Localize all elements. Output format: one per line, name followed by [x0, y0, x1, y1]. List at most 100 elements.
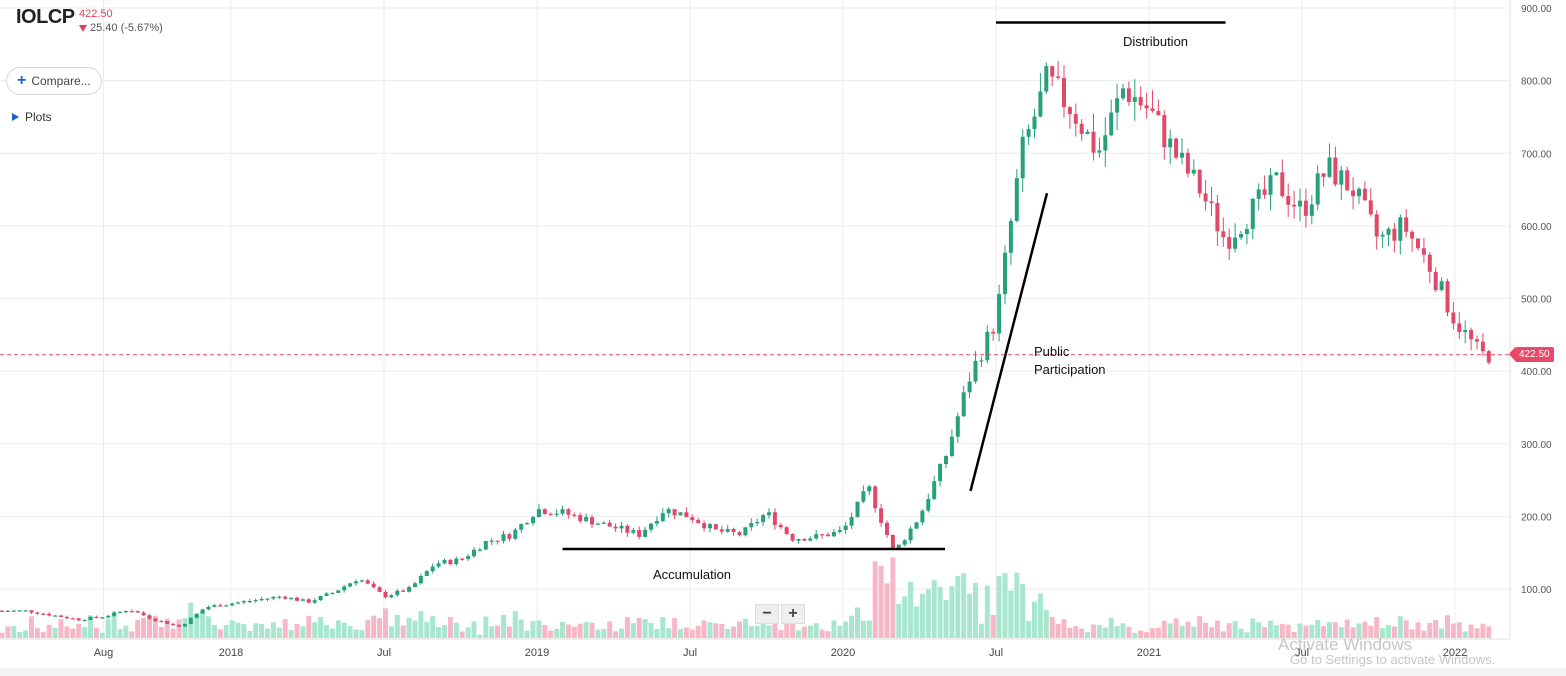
candle-body — [1321, 173, 1326, 177]
volume-bar — [1297, 623, 1303, 638]
volume-bar — [247, 630, 253, 638]
watermark-subtitle: Go to Settings to activate Windows. — [1290, 652, 1496, 667]
candle-body — [1439, 281, 1444, 291]
volume-bar — [46, 624, 52, 638]
volume-bar — [1049, 616, 1055, 638]
zoom-in-button[interactable]: + — [781, 604, 805, 624]
candle-body — [855, 501, 860, 518]
candle-body — [926, 499, 931, 511]
candle-body — [477, 549, 482, 551]
volume-bar — [282, 618, 288, 638]
volume-bar — [1291, 631, 1297, 638]
volume-bar — [542, 624, 548, 638]
candle-body — [64, 616, 69, 619]
candle-body — [761, 515, 766, 522]
plots-toggle[interactable]: Plots — [12, 110, 52, 124]
candle-body — [1132, 97, 1137, 102]
volume-bar — [1197, 616, 1203, 638]
volume-bar — [1303, 625, 1309, 638]
x-tick-label: 2021 — [1137, 647, 1161, 659]
candle-body — [1174, 138, 1179, 158]
candle-body — [619, 525, 624, 529]
volume-bar — [324, 625, 329, 638]
candle-body — [737, 532, 742, 536]
y-tick-label: 700.00 — [1521, 149, 1552, 160]
plus-icon: + — [17, 72, 27, 89]
candle-body — [914, 522, 919, 529]
volume-bar — [849, 615, 855, 638]
compare-button[interactable]: + Compare... — [6, 67, 102, 95]
candle-body — [106, 615, 111, 618]
volume-bar — [111, 612, 117, 638]
volume-bar — [141, 617, 147, 638]
candle-body — [1303, 200, 1308, 216]
candle-body — [59, 615, 63, 617]
candle-body — [407, 587, 412, 592]
candle-body — [1298, 200, 1302, 207]
volume-bar — [837, 625, 843, 638]
volume-bar — [548, 630, 554, 638]
volume-bar — [164, 618, 170, 638]
x-tick-label: 2022 — [1443, 647, 1467, 659]
volume-bar — [383, 608, 388, 638]
volume-bar — [200, 610, 206, 638]
candle-body — [377, 587, 382, 592]
candle-body — [1274, 172, 1279, 176]
candle-body — [11, 610, 16, 612]
candle-body — [613, 526, 618, 529]
candle-body — [359, 580, 364, 582]
candle-body — [35, 612, 40, 614]
volume-bar — [506, 626, 512, 638]
candle-body — [1115, 98, 1120, 113]
candle-body — [1020, 136, 1025, 179]
candle-body — [584, 517, 589, 522]
candle-body — [123, 611, 128, 613]
candle-body — [241, 601, 246, 603]
volume-bar — [430, 616, 436, 638]
volume-bar — [276, 627, 282, 638]
volume-bar — [29, 616, 34, 638]
volume-bar — [58, 619, 64, 638]
volume-bar — [1226, 623, 1232, 638]
volume-bar — [52, 627, 58, 638]
candle-body — [336, 590, 341, 593]
volume-bar — [967, 593, 973, 638]
candle-body — [808, 538, 813, 541]
volume-bar — [135, 619, 141, 638]
volume-bar — [719, 623, 725, 638]
candle-body — [1221, 231, 1226, 238]
y-tick-label: 600.00 — [1521, 222, 1552, 233]
volume-bar — [630, 623, 636, 638]
candle-body — [418, 575, 423, 584]
candle-body — [430, 566, 435, 572]
candle-body — [389, 595, 394, 598]
candle-body — [831, 531, 836, 537]
candle-body — [436, 563, 441, 567]
volume-bar — [619, 628, 624, 638]
candle-body — [495, 540, 500, 542]
candle-body — [41, 613, 46, 615]
candle-body — [236, 602, 240, 604]
candle-body — [141, 612, 146, 616]
candle-body — [1103, 135, 1108, 151]
volume-bar — [253, 623, 259, 638]
candle-body — [289, 597, 294, 599]
volume-bar — [554, 628, 560, 638]
annotation-public-line2: Participation — [1034, 362, 1106, 377]
candle-body — [253, 600, 258, 602]
y-tick-label: 200.00 — [1521, 512, 1552, 523]
candle-body — [1410, 231, 1415, 239]
volume-bar — [217, 629, 223, 638]
volume-bar — [731, 626, 737, 638]
volume-bar — [1108, 617, 1114, 638]
candle-body — [684, 512, 689, 518]
candle-body — [466, 556, 471, 559]
volume-bar — [412, 620, 418, 638]
zoom-out-button[interactable]: − — [755, 604, 779, 624]
volume-bar — [1002, 573, 1008, 638]
x-tick-label: Aug — [94, 647, 114, 659]
candle-body — [1404, 217, 1409, 232]
candle-body — [548, 514, 553, 516]
volume-bar — [1415, 622, 1421, 638]
